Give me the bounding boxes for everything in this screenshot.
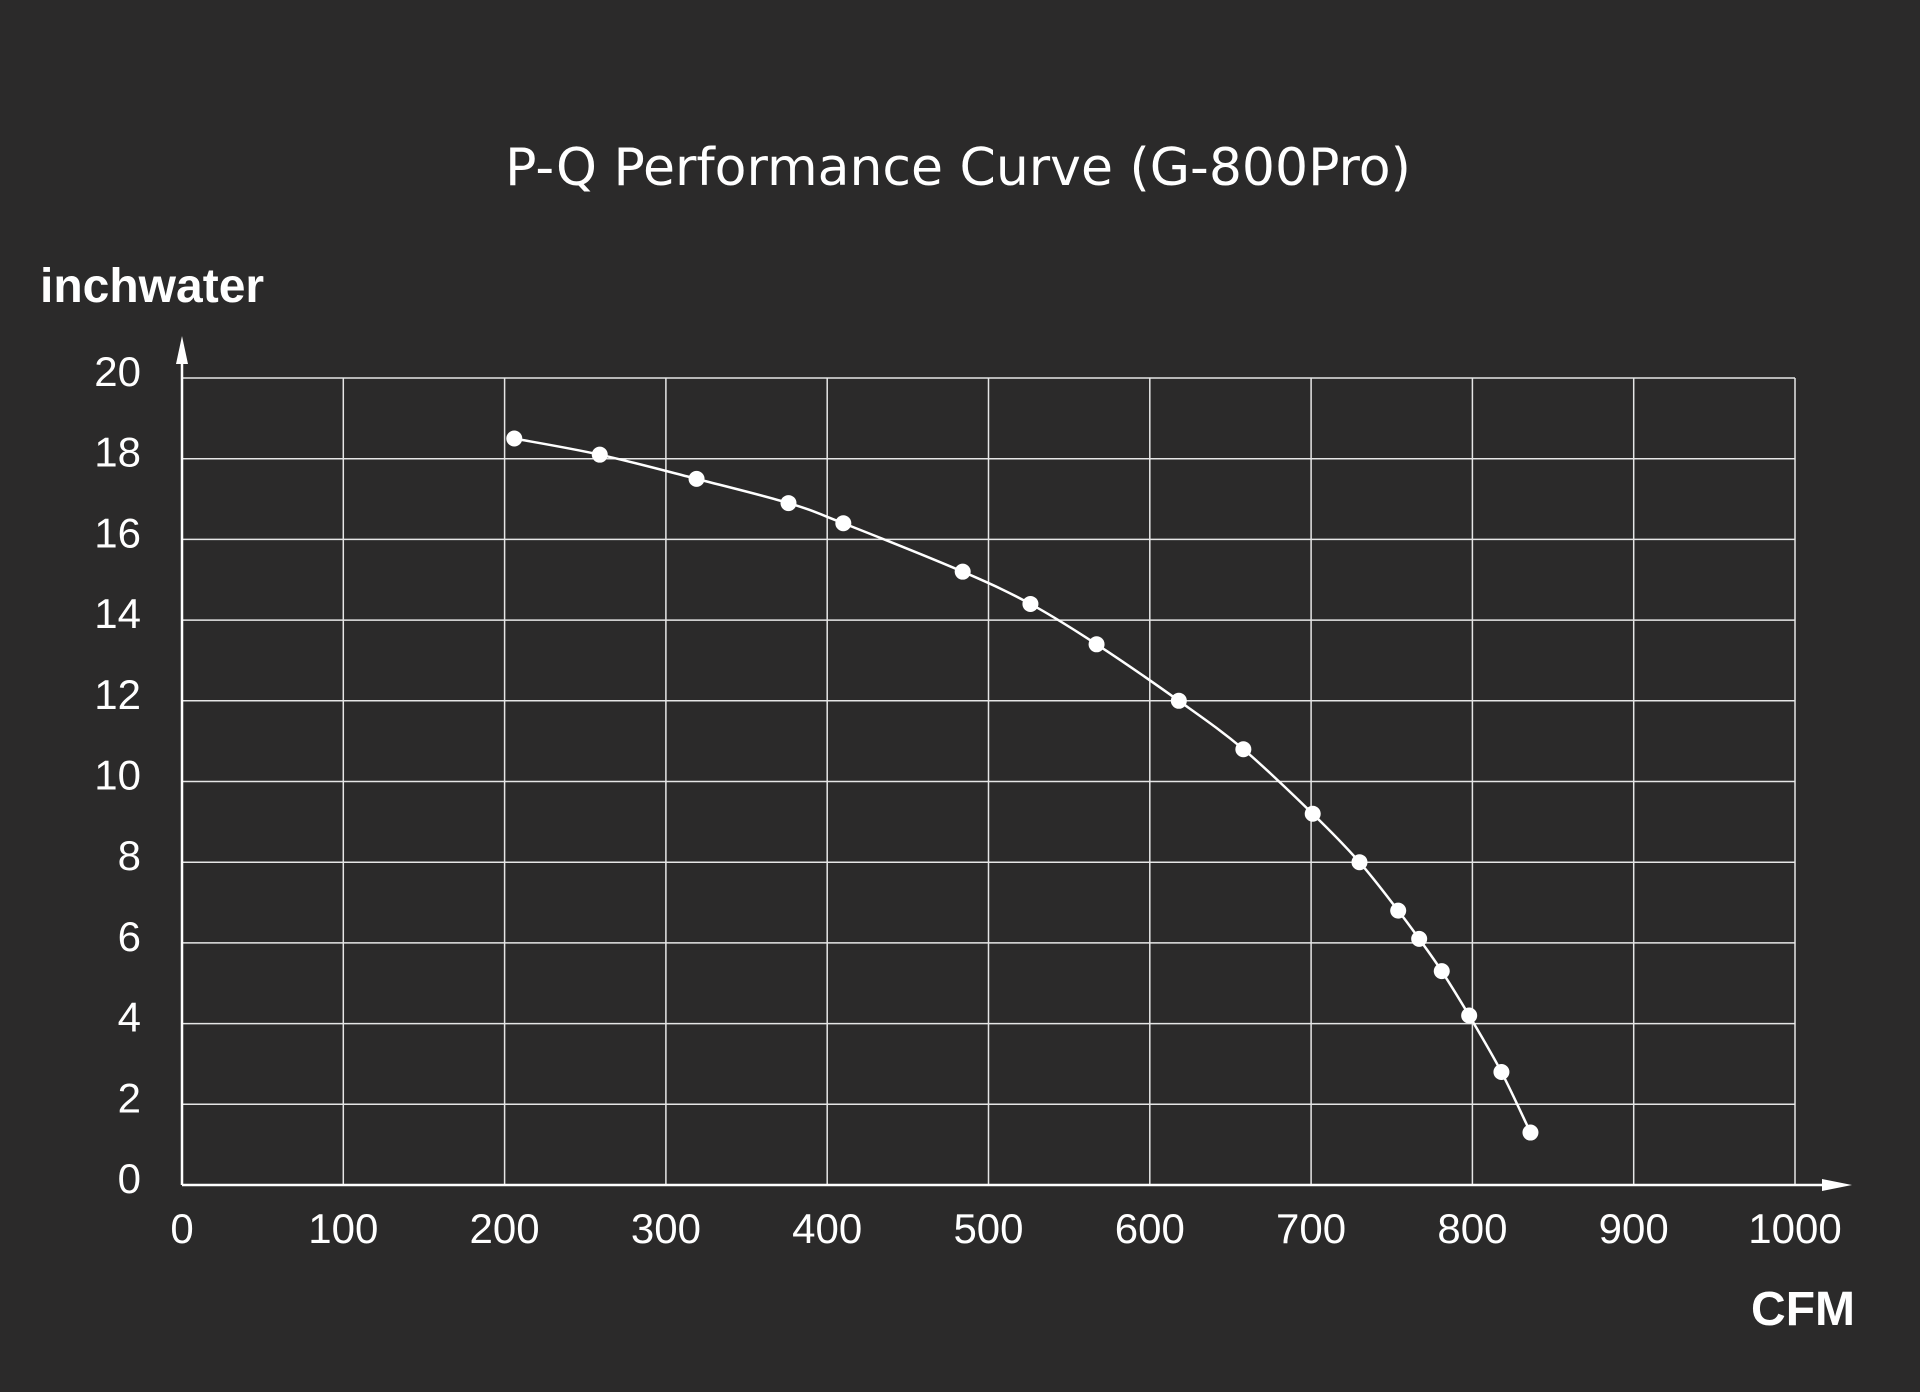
- y-tick-label-14: 14: [94, 590, 141, 637]
- data-point-0-12: [1390, 902, 1407, 919]
- data-point-0-13: [1411, 930, 1428, 947]
- x-tick-label-1000: 1000: [1748, 1205, 1841, 1252]
- x-tick-label-900: 900: [1599, 1205, 1669, 1252]
- y-tick-label-8: 8: [118, 832, 141, 879]
- x-tick-label-700: 700: [1276, 1205, 1346, 1252]
- y-tick-label-6: 6: [118, 913, 141, 960]
- data-point-0-14: [1433, 963, 1450, 980]
- y-tick-label-10: 10: [94, 752, 141, 799]
- data-point-0-1: [591, 446, 608, 463]
- y-tick-label-18: 18: [94, 429, 141, 476]
- chart-title: P-Q Performance Curve (G-800Pro): [505, 138, 1411, 198]
- y-tick-label-4: 4: [118, 994, 141, 1041]
- data-point-0-4: [835, 515, 852, 532]
- y-axis-arrow: [176, 336, 188, 364]
- data-point-0-17: [1522, 1124, 1539, 1141]
- data-point-0-6: [1022, 595, 1039, 612]
- x-tick-label-800: 800: [1437, 1205, 1507, 1252]
- y-axis-label: inchwater: [40, 260, 264, 313]
- data-point-0-15: [1461, 1007, 1478, 1024]
- y-tick-label-16: 16: [94, 509, 141, 556]
- y-tick-label-0: 0: [118, 1155, 141, 1202]
- data-point-0-11: [1351, 854, 1368, 871]
- series-line-0: [514, 437, 1532, 1134]
- tick-labels: 0 100 200 300 400 500 600 700 800 900 1000 0 2 4 6 8 10 1…: [94, 348, 1841, 1252]
- x-axis-label: CFM: [1751, 1283, 1855, 1336]
- data-point-0-16: [1493, 1064, 1510, 1081]
- x-tick-label-0: 0: [170, 1205, 193, 1252]
- data-point-0-2: [688, 470, 705, 487]
- x-tick-label-300: 300: [631, 1205, 701, 1252]
- x-tick-label-200: 200: [470, 1205, 540, 1252]
- y-tick-label-12: 12: [94, 671, 141, 718]
- data-point-0-0: [506, 430, 523, 447]
- data-point-0-8: [1170, 692, 1187, 709]
- x-tick-label-600: 600: [1115, 1205, 1185, 1252]
- y-tick-label-20: 20: [94, 348, 141, 395]
- data-point-0-7: [1088, 636, 1105, 653]
- axes: [176, 336, 1852, 1191]
- data-point-0-10: [1304, 805, 1321, 822]
- grid: [182, 377, 1796, 1185]
- series: [506, 430, 1539, 1141]
- data-point-0-5: [954, 563, 971, 580]
- x-axis-arrow: [1822, 1179, 1852, 1191]
- x-tick-label-500: 500: [953, 1205, 1023, 1252]
- data-point-0-3: [780, 495, 797, 512]
- y-tick-label-2: 2: [118, 1074, 141, 1121]
- x-tick-label-400: 400: [792, 1205, 862, 1252]
- x-tick-label-100: 100: [308, 1205, 378, 1252]
- data-point-0-9: [1235, 741, 1252, 758]
